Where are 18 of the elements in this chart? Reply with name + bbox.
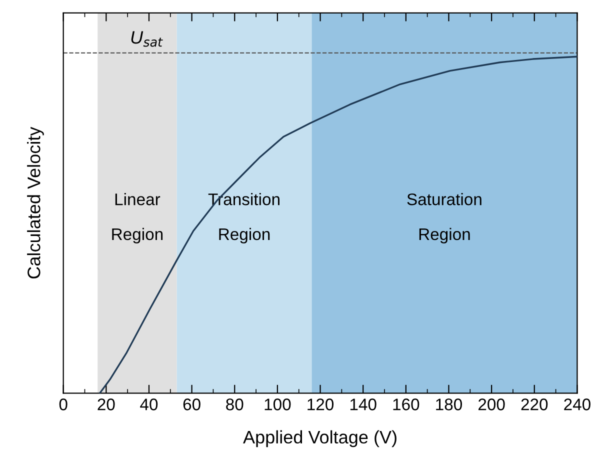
x-tick-label: 160 <box>393 398 420 410</box>
x-tick-label: 220 <box>521 398 548 410</box>
x-tick-label: 240 <box>564 398 590 410</box>
x-tick-label: 60 <box>183 398 200 410</box>
x-tick-label: 140 <box>350 398 376 410</box>
x-tick-label: 100 <box>264 398 291 410</box>
x-tick-label: 200 <box>478 398 505 410</box>
text: Linear Region <box>112 193 163 244</box>
x-tick-label: 40 <box>140 398 158 410</box>
y-axis-title: Calculated Velocity <box>27 126 44 278</box>
x-tick-label: 0 <box>59 398 68 410</box>
x-tick-label: 80 <box>226 398 244 410</box>
ref-line-label: U$_{sat}$ <box>131 31 163 47</box>
x-tick-label: 120 <box>308 398 334 410</box>
x-tick-label: 180 <box>436 398 462 410</box>
x-tick-label: 20 <box>98 398 115 410</box>
text: Saturation Region <box>407 193 482 244</box>
x-axis-title: Applied Voltage (V) <box>243 430 396 448</box>
